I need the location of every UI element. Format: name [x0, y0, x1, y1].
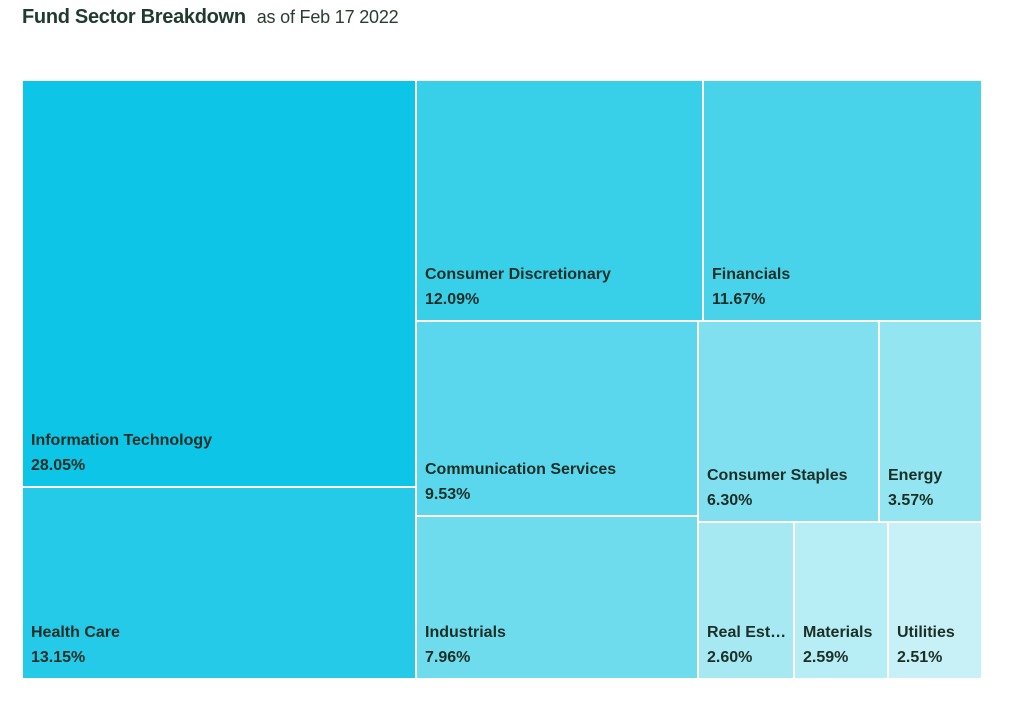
tile-sector-percent: 3.57% [888, 492, 934, 509]
chart-title: Fund Sector Breakdown [22, 6, 246, 28]
tile-sector-name: Consumer Discretionary [425, 266, 611, 283]
tile-sector-percent: 12.09% [425, 291, 480, 308]
tile-label: Information Technology 28.05% [31, 428, 411, 478]
chart-date: as of Feb 17 2022 [256, 7, 399, 27]
tile-label: Materials 2.59% [803, 620, 883, 670]
tile-sector-percent: 9.53% [425, 486, 471, 503]
tile-sector-name: Financials [712, 266, 791, 283]
tile-sector-name: Utilities [897, 624, 955, 641]
tile-sector-name: Industrials [425, 624, 506, 641]
treemap-tile-energy[interactable]: Energy 3.57% [879, 321, 982, 522]
tile-label: Health Care 13.15% [31, 620, 411, 670]
tile-sector-name: Real Estate [707, 624, 789, 641]
treemap-tile-utilities[interactable]: Utilities 2.51% [888, 522, 982, 679]
tile-label: Utilities 2.51% [897, 620, 977, 670]
treemap-tile-real-estate[interactable]: Real Estate 2.60% [698, 522, 794, 679]
treemap-tile-industrials[interactable]: Industrials 7.96% [416, 516, 698, 679]
tile-sector-percent: 7.96% [425, 649, 471, 666]
treemap-tile-materials[interactable]: Materials 2.59% [794, 522, 888, 679]
tile-label: Energy 3.57% [888, 463, 977, 513]
tile-sector-name: Consumer Staples [707, 467, 848, 484]
tile-sector-percent: 6.30% [707, 492, 753, 509]
tile-label: Communication Services 9.53% [425, 457, 693, 507]
treemap-tile-information-technology[interactable]: Information Technology 28.05% [22, 80, 416, 487]
tile-sector-name: Information Technology [31, 432, 213, 449]
tile-sector-name: Materials [803, 624, 873, 641]
tile-label: Financials 11.67% [712, 262, 977, 312]
tile-label: Real Estate 2.60% [707, 620, 789, 670]
tile-sector-percent: 28.05% [31, 457, 86, 474]
tile-sector-percent: 11.67% [712, 291, 766, 308]
treemap-tile-consumer-staples[interactable]: Consumer Staples 6.30% [698, 321, 879, 522]
sector-treemap: Information Technology 28.05% Health Care 1… [22, 80, 982, 679]
tile-sector-percent: 13.15% [31, 649, 86, 666]
tile-sector-name: Energy [888, 467, 943, 484]
chart-header: Fund Sector Breakdown as of Feb 17 2022 [22, 6, 399, 32]
tile-sector-percent: 2.51% [897, 649, 943, 666]
tile-sector-percent: 2.59% [803, 649, 849, 666]
tile-sector-name: Health Care [31, 624, 120, 641]
treemap-tile-financials[interactable]: Financials 11.67% [703, 80, 982, 321]
tile-sector-name: Communication Services [425, 461, 617, 478]
tile-label: Consumer Staples 6.30% [707, 463, 874, 513]
tile-sector-percent: 2.60% [707, 649, 753, 666]
treemap-tile-communication-services[interactable]: Communication Services 9.53% [416, 321, 698, 516]
treemap-tile-health-care[interactable]: Health Care 13.15% [22, 487, 416, 679]
treemap-tile-consumer-discretionary[interactable]: Consumer Discretionary 12.09% [416, 80, 703, 321]
tile-label: Consumer Discretionary 12.09% [425, 262, 698, 312]
tile-label: Industrials 7.96% [425, 620, 693, 670]
